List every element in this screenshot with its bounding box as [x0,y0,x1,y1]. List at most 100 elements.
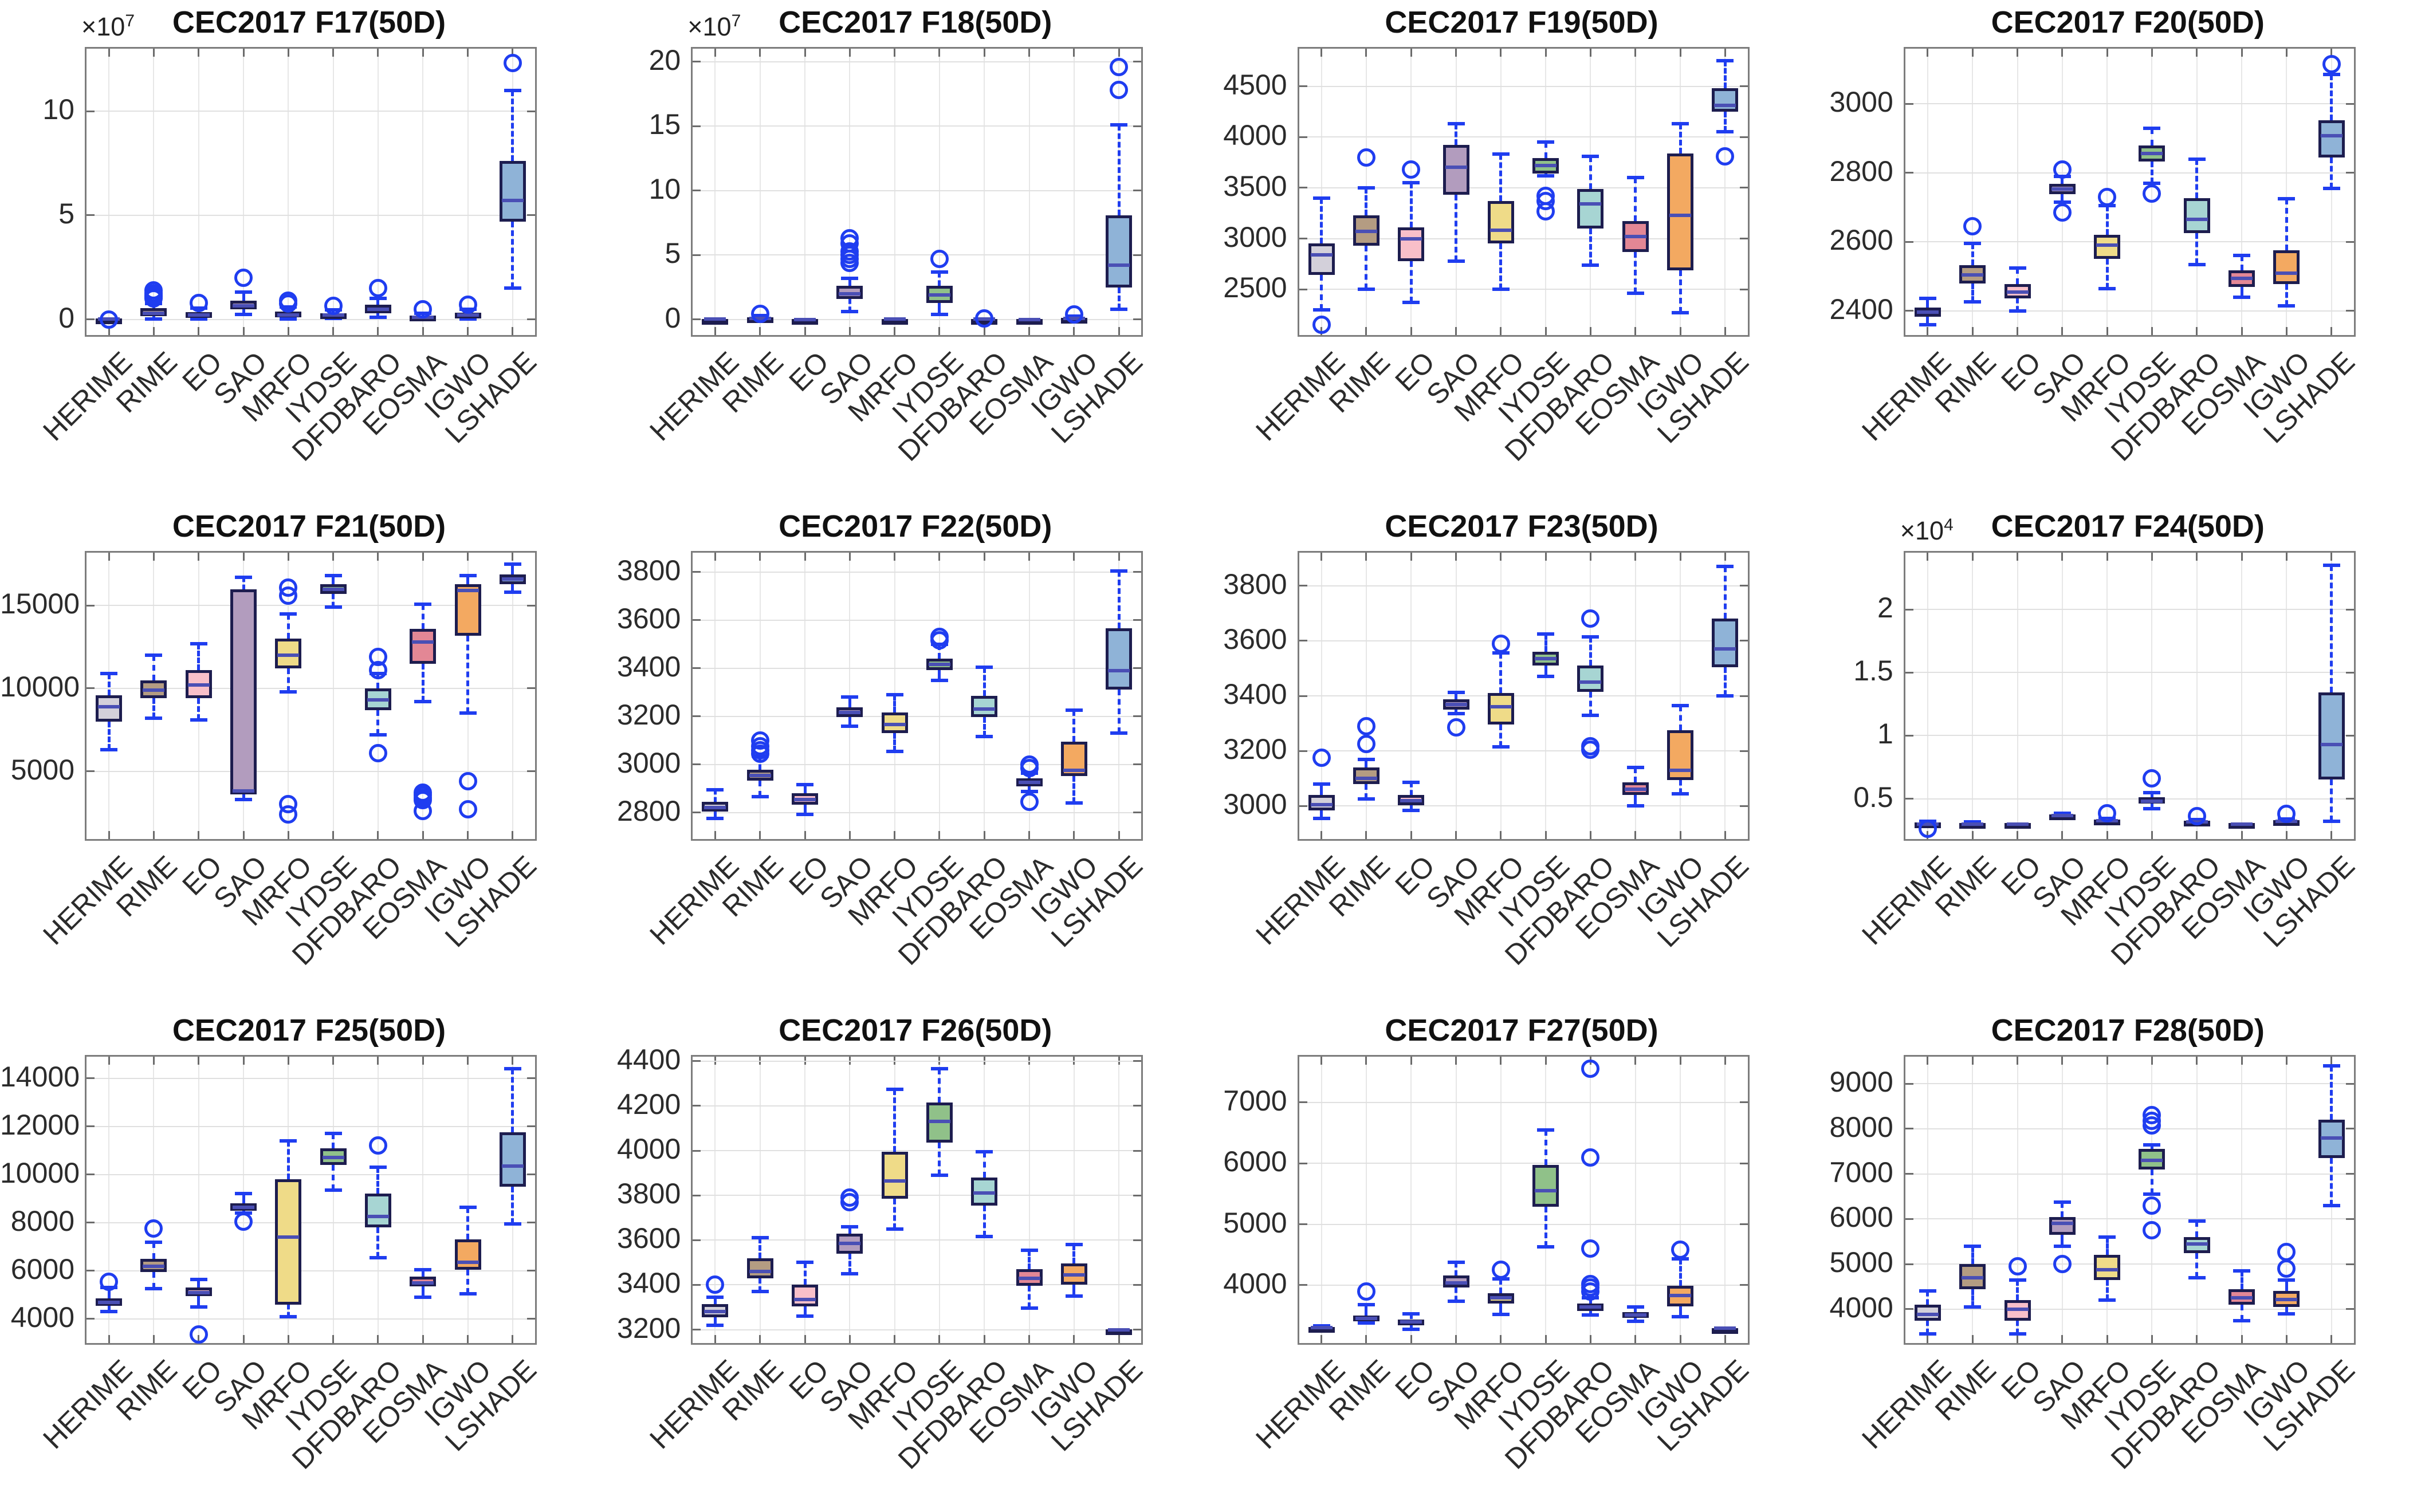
x-tick-mark [332,1335,335,1343]
x-tick-mark [1679,49,1681,57]
gridline-horizontal [1299,1101,1748,1103]
gridline-vertical [153,49,155,335]
x-tick-mark [2196,1335,2198,1343]
y-tick-mark [1739,288,1748,290]
whisker-cap-lower [459,1292,477,1296]
x-tick-mark [1118,831,1120,839]
whisker-upper [893,1089,897,1152]
outlier-marker [840,229,859,248]
whisker-cap-lower [100,1310,118,1314]
x-tick-mark [2151,49,2153,57]
whisker-cap-lower [2322,186,2340,190]
gridline-vertical [1028,49,1030,335]
x-tick-mark [1634,553,1637,561]
whisker-cap-lower [280,317,297,321]
median-line [2006,290,2029,294]
whisker-lower [152,1272,155,1289]
x-tick-mark [152,553,155,561]
outlier-marker [840,1188,859,1207]
x-tick-mark [804,49,806,57]
whisker-cap-upper [976,1150,993,1154]
x-tick-mark [152,49,155,57]
boxplot-box [364,1194,391,1228]
y-tick-mark [1299,85,1307,88]
outlier-marker [1491,634,1510,653]
whisker-cap-upper [1065,1243,1083,1247]
whisker-cap-upper [369,1166,387,1170]
median-line [322,587,344,591]
chart-title: CEC2017 F26(50D) [779,1013,1052,1048]
y-tick-mark [1905,608,1913,611]
whisker-cap-upper [2143,126,2161,130]
y-tick-mark [693,190,701,192]
median-line [1108,1328,1130,1332]
whisker-cap-lower [2098,1298,2116,1302]
gridline-vertical [1073,1057,1075,1343]
y-tick-mark [1299,1223,1307,1226]
whisker-lower [1455,1287,1458,1301]
whisker-cap-lower [1626,1319,1644,1323]
gridline-vertical [2241,553,2242,839]
x-tick-mark [1028,553,1030,561]
gridline-horizontal [693,619,1142,621]
whisker-cap-lower [886,1227,903,1231]
whisker-cap-upper [1312,196,1330,200]
gridline-horizontal [693,1060,1142,1062]
whisker-upper [332,576,335,584]
y-tick-mark [693,763,701,766]
x-tick-mark [467,327,469,335]
x-tick-mark [1724,1057,1726,1065]
whisker-lower [376,313,380,318]
y-tick-mark [527,110,535,112]
whisker-cap-lower [1964,1305,1982,1309]
y-tick-mark [1133,254,1142,256]
outlier-marker [279,586,298,605]
x-tick-mark [1410,553,1412,561]
x-tick-mark [1971,831,1974,839]
x-tick-mark [1410,831,1412,839]
median-line [839,1242,861,1246]
whisker-lower [2285,1307,2288,1314]
whisker-upper [1589,156,1592,189]
whisker-lower [848,1253,851,1274]
whisker-cap-upper [1626,1305,1644,1309]
whisker-upper [982,667,986,696]
gridline-vertical [1365,1057,1367,1343]
x-tick-mark [2285,1335,2288,1343]
chart-cell: CEC2017 F20(50D) 2400 2600 2800 3000 HERIME RI… [1819,0,2425,504]
whisker-cap-upper [706,788,724,792]
whisker-cap-upper [1312,1324,1330,1328]
median-line [839,292,861,296]
x-tick-mark [377,831,379,839]
median-line [457,1261,479,1265]
plot-area [691,1055,1143,1345]
whisker-cap-lower [1537,174,1555,178]
y-tick-label: 20 [648,44,681,76]
y-tick-label: 4500 [1223,68,1287,101]
x-tick-mark [938,1335,941,1343]
whisker-lower [2330,779,2333,822]
y-tick-mark [1905,1218,1913,1220]
x-tick-mark [1634,1057,1637,1065]
whisker-upper [511,564,514,574]
y-tick-mark [1133,1283,1142,1286]
boxplot-box [1577,188,1604,229]
x-tick-mark [1410,1335,1412,1343]
median-line [794,797,816,801]
y-tick-label: 4200 [617,1088,681,1120]
whisker-lower [1320,810,1323,818]
median-line [2275,271,2298,275]
x-tick-mark [1028,327,1030,335]
gridline-horizontal [693,715,1142,717]
whisker-upper [197,1279,201,1288]
y-tick-mark [1133,61,1142,63]
gridline-vertical [2286,1057,2288,1343]
whisker-cap-upper [1492,1277,1510,1281]
gridline-horizontal [87,687,535,689]
outlier-marker [2098,188,2117,207]
x-tick-mark [1724,1335,1726,1343]
whisker-lower [1320,275,1323,310]
boxplot-box [971,696,998,717]
whisker-cap-lower [324,605,342,609]
y-tick-mark [87,770,95,772]
